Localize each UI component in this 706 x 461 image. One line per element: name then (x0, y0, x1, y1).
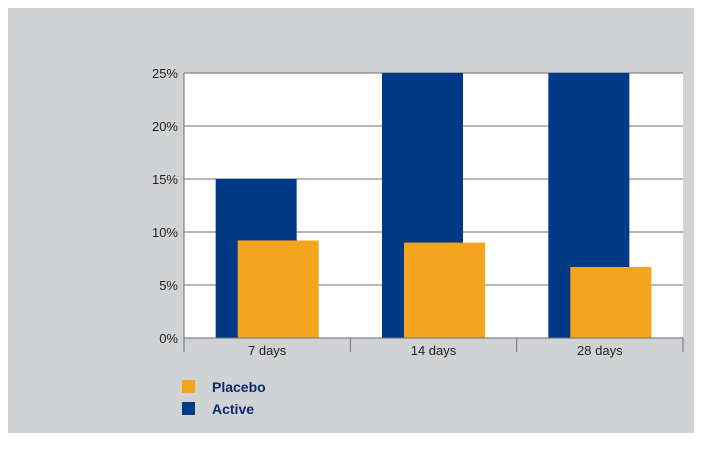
y-tick-label: 0% (159, 331, 178, 346)
legend-swatch-active (182, 402, 195, 415)
bar-placebo-0 (237, 240, 319, 338)
y-tick-label: 10% (152, 225, 178, 240)
legend-label-placebo: Placebo (212, 379, 266, 395)
x-tick-labels: 7 days 14 days 28 days (248, 343, 623, 358)
bar-placebo-2 (570, 266, 652, 338)
y-tick-label: 5% (159, 278, 178, 293)
y-tick-label: 25% (152, 66, 178, 81)
bars (215, 73, 652, 338)
legend-swatch-placebo (182, 380, 195, 393)
x-tick-label: 14 days (411, 343, 457, 358)
y-tick-label: 20% (152, 119, 178, 134)
legend: Placebo Active (182, 379, 266, 417)
y-tick-label: 15% (152, 172, 178, 187)
x-tick-label: 7 days (248, 343, 287, 358)
axes (183, 73, 684, 352)
x-tick-label: 28 days (577, 343, 623, 358)
y-tick-labels: 0% 5% 10% 15% 20% 25% (152, 66, 178, 346)
legend-label-active: Active (212, 401, 254, 417)
bar-placebo-1 (404, 242, 485, 338)
